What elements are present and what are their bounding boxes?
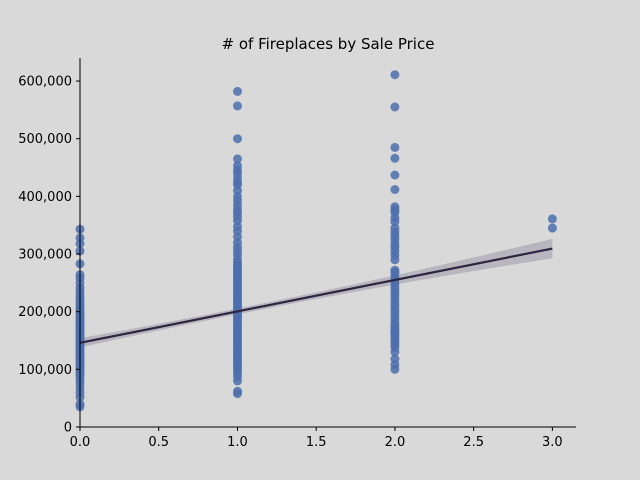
y-tick-label: 500,000 xyxy=(18,132,72,147)
regression-line-layer xyxy=(79,247,553,344)
axes-layer: 0.0 0.5 1.0 1.5 2.0 2.5 3.0 0 100,000 200,000 300,… xyxy=(18,58,576,450)
scatter-point xyxy=(233,154,242,164)
scatter-point xyxy=(233,134,242,144)
scatter-point xyxy=(390,70,400,80)
y-tick-label: 100,000 xyxy=(18,363,72,378)
y-tick-label: 400,000 xyxy=(18,190,72,205)
x-tick-label: 1.5 xyxy=(306,435,327,450)
confidence-band xyxy=(80,238,553,348)
scatter-point xyxy=(547,223,557,233)
x-tick-label: 0.5 xyxy=(148,435,169,450)
scatter-point xyxy=(390,142,400,152)
y-tick-label: 300,000 xyxy=(18,248,72,263)
scatter-point xyxy=(390,202,400,212)
y-tick-label: 200,000 xyxy=(18,305,72,320)
x-tick-label: 0.0 xyxy=(70,435,91,450)
scatter-point xyxy=(390,354,400,364)
scatter-point xyxy=(390,223,400,233)
chart-title: # of Fireplaces by Sale Price xyxy=(222,35,435,53)
x-tick-label: 1.0 xyxy=(227,435,248,450)
regression-line xyxy=(79,247,553,344)
confidence-band-layer xyxy=(80,238,553,348)
y-tick-label: 600,000 xyxy=(18,75,72,90)
scatter-point xyxy=(233,386,242,396)
scatter-point xyxy=(390,265,400,275)
x-tick-label: 2.0 xyxy=(385,435,406,450)
scatter-point xyxy=(390,185,400,194)
scatter-point xyxy=(390,102,400,112)
y-tick-label: 0 xyxy=(64,421,72,436)
x-tick-label: 3.0 xyxy=(542,435,563,450)
scatter-point xyxy=(233,161,242,171)
scatter-point xyxy=(233,86,242,96)
scatter-point xyxy=(390,153,400,163)
scatter-point xyxy=(390,170,400,180)
scatter-point xyxy=(547,214,557,224)
scatter-point xyxy=(233,101,242,111)
points-layer xyxy=(75,70,557,412)
x-tick-label: 2.5 xyxy=(463,435,484,450)
